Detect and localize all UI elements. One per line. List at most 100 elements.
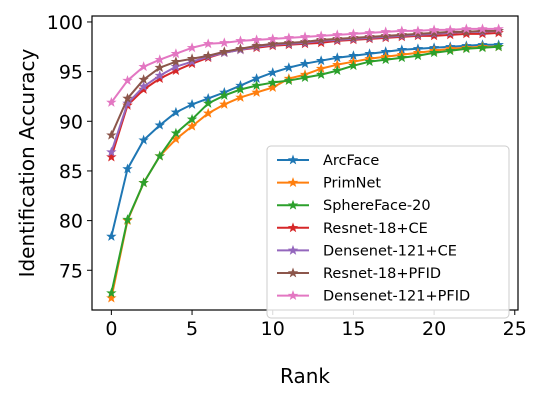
data-point (396, 25, 408, 36)
data-point (461, 23, 472, 34)
data-point (235, 43, 246, 54)
data-point (186, 42, 198, 53)
series-6 (106, 23, 504, 107)
data-point (154, 54, 165, 65)
legend-marker (287, 290, 299, 301)
data-point (106, 287, 117, 298)
data-point (493, 23, 504, 34)
data-point (428, 27, 440, 38)
data-point (315, 69, 327, 80)
legend-marker (287, 267, 299, 278)
data-point (428, 47, 440, 58)
data-point (380, 26, 391, 37)
y-tick-label: 90 (59, 111, 83, 133)
legend-marker (287, 222, 299, 233)
data-point (202, 38, 214, 49)
data-point (412, 28, 424, 39)
y-tick-label: 80 (59, 211, 83, 233)
y-tick-label: 85 (59, 161, 83, 183)
y-tick-label: 75 (59, 260, 83, 282)
data-point (138, 177, 149, 188)
series-layer (106, 23, 504, 303)
legend-marker (287, 177, 299, 188)
series-2 (106, 41, 504, 298)
data-point (154, 70, 165, 81)
data-point (412, 50, 424, 61)
legend-label: ArcFace (323, 153, 379, 169)
data-point (219, 89, 230, 100)
data-point (364, 56, 375, 67)
data-point (251, 80, 262, 90)
data-point (154, 62, 165, 73)
data-point (348, 60, 359, 71)
data-point (122, 97, 133, 108)
legend-label: Resnet-18+PFID (323, 266, 441, 282)
y-tick-label: 95 (59, 62, 83, 84)
data-point (267, 82, 278, 92)
legend-entry: Resnet-18+CE (277, 221, 428, 237)
data-point (251, 87, 262, 97)
data-point (106, 146, 117, 157)
data-point (315, 30, 327, 41)
x-tick-label: 5 (186, 318, 198, 340)
y-tick-label: 100 (47, 12, 83, 34)
data-point (122, 163, 133, 174)
data-point (138, 81, 149, 91)
data-point (283, 75, 295, 85)
data-point (283, 37, 295, 48)
data-point (461, 26, 472, 37)
legend-label: Resnet-18+CE (323, 221, 428, 237)
data-point (299, 58, 311, 69)
data-point (138, 61, 149, 72)
data-point (380, 30, 391, 41)
legend-box (266, 145, 510, 319)
legend-label: SphereFace-20 (323, 198, 431, 214)
data-point (154, 150, 165, 161)
data-point (186, 98, 198, 109)
data-point (315, 34, 327, 45)
data-point (202, 50, 214, 61)
data-point (332, 33, 343, 44)
data-point (235, 84, 246, 94)
data-point (380, 54, 391, 65)
data-point (219, 98, 230, 109)
data-point (332, 65, 343, 76)
data-point (251, 40, 262, 51)
data-point (299, 31, 311, 42)
data-point (154, 119, 165, 130)
x-tick-label: 0 (105, 318, 117, 340)
data-point (138, 134, 149, 145)
legend-entry: Densenet-121+PFID (277, 289, 470, 305)
data-point (267, 38, 278, 49)
x-tick-label: 15 (341, 318, 365, 340)
data-point (267, 77, 278, 87)
data-point (477, 42, 488, 53)
x-axis-title: Rank (280, 364, 330, 388)
data-point (445, 45, 456, 56)
data-point (122, 92, 133, 103)
data-point (170, 127, 182, 138)
data-point (219, 37, 230, 48)
data-point (267, 33, 278, 44)
data-point (170, 106, 182, 117)
data-point (202, 107, 214, 118)
legend-marker (287, 154, 299, 165)
data-point (461, 43, 472, 54)
data-point (332, 29, 343, 40)
data-point (299, 36, 311, 47)
data-point (186, 120, 198, 131)
data-point (428, 24, 440, 35)
data-point (106, 231, 117, 241)
data-point (283, 62, 295, 73)
legend-marker (287, 199, 299, 210)
legend-label: Densenet-121+CE (323, 243, 457, 259)
data-point (170, 56, 182, 67)
x-tick-label: 20 (422, 318, 446, 340)
x-tick-label: 25 (503, 318, 527, 340)
data-point (235, 35, 246, 46)
data-point (106, 151, 117, 162)
data-point (412, 25, 424, 36)
legend-entry: Densenet-121+CE (277, 243, 457, 259)
data-point (106, 292, 117, 303)
legend-marker (287, 244, 299, 255)
